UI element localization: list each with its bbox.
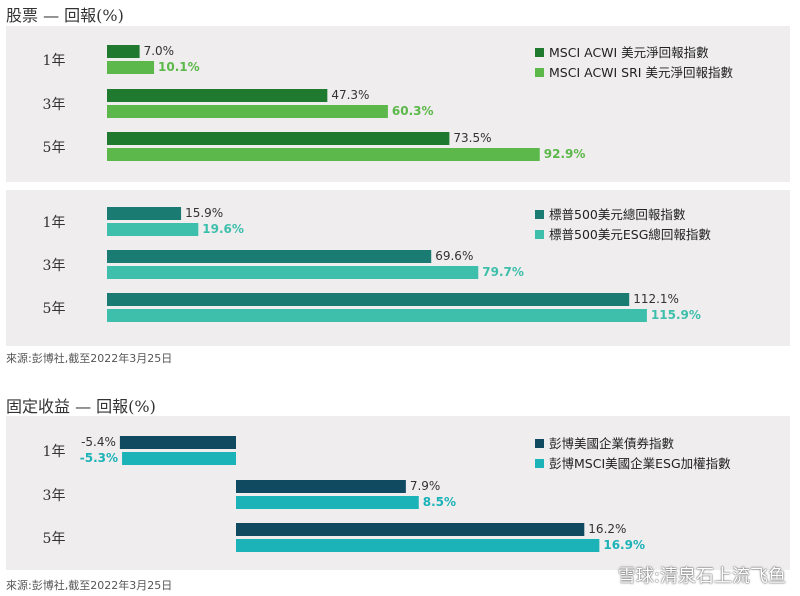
bar — [107, 207, 182, 220]
equity-title: 股票 — 回報(%) — [6, 6, 124, 25]
fixed-income-returns-chart: 1年 -5.4% -5.3% 3年 7.9% 8.5% 5年 16.2% 16.9% 彭博美國企業… — [43, 435, 731, 552]
msci-returns-chart: 1年 7.0% 10.1% 3年 47.3% 60.3% 5年 73.5% 92.9% MSCI … — [43, 44, 733, 161]
bar — [236, 480, 406, 493]
bar — [107, 61, 155, 74]
data-label: 8.5% — [423, 495, 456, 509]
sp500-returns-chart: 1年 15.9% 19.6% 3年 69.6% 79.7% 5年 112.1% 115.9% 標普… — [43, 206, 711, 322]
data-label: 7.0% — [144, 44, 175, 58]
data-label: 79.7% — [482, 265, 524, 279]
category-label: 3年 — [43, 488, 66, 504]
equity-panel-sp500: 1年 15.9% 19.6% 3年 69.6% 79.7% 5年 112.1% 115.9% 標普… — [6, 190, 790, 346]
legend-label: 彭博美國企業債券指數 — [549, 436, 675, 451]
fixed-income-title: 固定收益 — 回報(%) — [6, 397, 156, 416]
data-label: 60.3% — [392, 104, 434, 118]
category-label: 1年 — [43, 444, 66, 460]
bar — [107, 266, 479, 279]
data-label: 19.6% — [202, 222, 244, 236]
category-label: 5年 — [43, 301, 66, 317]
legend-label: 彭博MSCI美國企業ESG加權指數 — [549, 456, 731, 471]
bar — [107, 105, 388, 118]
legend-label: MSCI ACWI SRI 美元淨回報指數 — [549, 65, 733, 80]
data-label: 16.2% — [588, 522, 626, 536]
data-label: 73.5% — [453, 131, 491, 145]
bar — [236, 496, 419, 509]
legend-swatch — [535, 68, 544, 77]
legend-label: 標普500美元ESG總回報指數 — [549, 227, 711, 242]
fixed-income-panel: 1年 -5.4% -5.3% 3年 7.9% 8.5% 5年 16.2% 16.9% 彭博美國企業… — [6, 416, 790, 570]
data-label: 112.1% — [633, 292, 679, 306]
legend-swatch — [535, 48, 544, 57]
source-note-fixed-income: 來源:彭博社,截至2022年3月25日 — [6, 579, 173, 592]
category-label: 1年 — [43, 215, 66, 231]
source-note-equity: 來源:彭博社,截至2022年3月25日 — [6, 352, 173, 365]
data-label: 92.9% — [544, 147, 586, 161]
data-label: 10.1% — [158, 60, 200, 74]
bar — [107, 45, 140, 58]
legend-label: MSCI ACWI 美元淨回報指數 — [549, 45, 709, 60]
data-label: 69.6% — [435, 249, 473, 263]
data-label: -5.4% — [81, 435, 116, 449]
watermark: 雪球:清泉石上流飞鱼 — [617, 566, 786, 587]
data-label: 7.9% — [410, 479, 441, 493]
bar — [119, 436, 236, 449]
bar — [107, 309, 647, 322]
data-label: 16.9% — [603, 538, 645, 552]
bar — [107, 89, 328, 102]
category-label: 5年 — [43, 140, 66, 156]
data-label: 47.3% — [331, 88, 369, 102]
bar — [236, 539, 600, 552]
data-label: 115.9% — [651, 308, 701, 322]
legend-swatch — [535, 459, 544, 468]
bar — [107, 132, 450, 145]
bar — [122, 452, 236, 465]
bar — [107, 293, 630, 306]
legend-swatch — [535, 210, 544, 219]
category-label: 3年 — [43, 97, 66, 113]
data-label: 15.9% — [185, 206, 223, 220]
bar — [236, 523, 585, 536]
legend-swatch — [535, 230, 544, 239]
data-label: -5.3% — [80, 451, 118, 465]
category-label: 5年 — [43, 531, 66, 547]
bar — [107, 223, 199, 236]
category-label: 1年 — [43, 53, 66, 69]
bar — [107, 250, 432, 263]
bar — [107, 148, 540, 161]
category-label: 3年 — [43, 258, 66, 274]
equity-panel-msci: 1年 7.0% 10.1% 3年 47.3% 60.3% 5年 73.5% 92.9% MSCI … — [6, 26, 790, 182]
legend-swatch — [535, 439, 544, 448]
legend-label: 標普500美元總回報指數 — [549, 207, 686, 222]
